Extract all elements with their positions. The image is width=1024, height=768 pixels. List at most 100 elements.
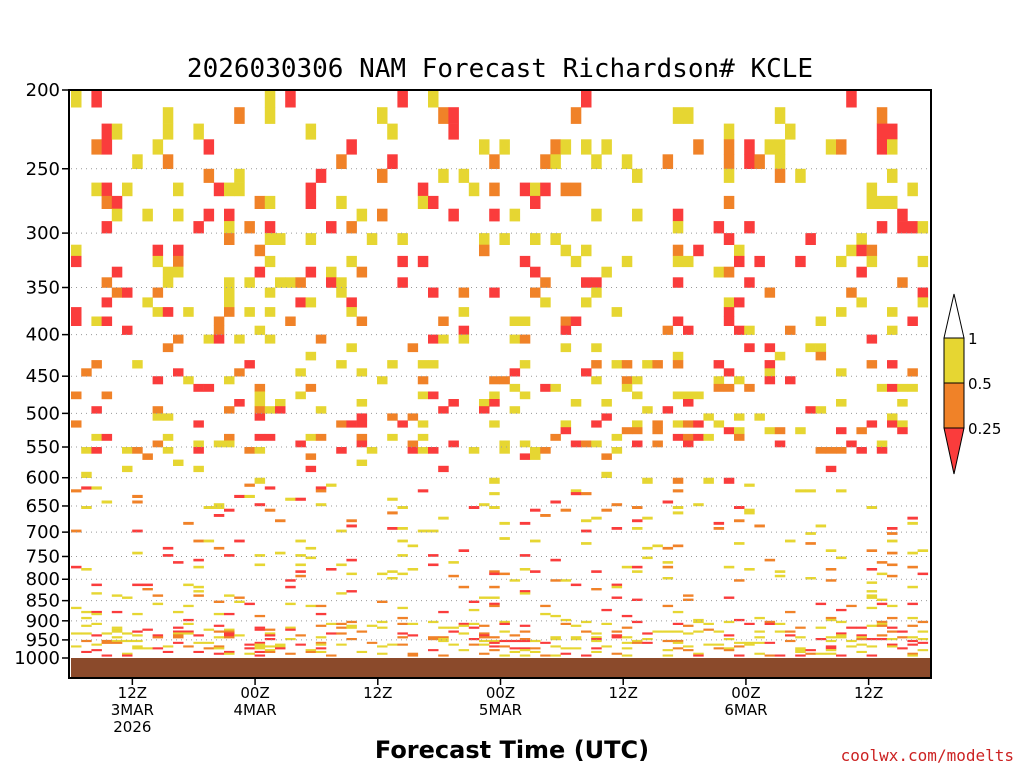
heat-cell [132,551,143,555]
heat-cell [672,647,684,650]
heat-cell [785,539,796,543]
heat-cell [234,334,245,344]
heat-cell [173,561,184,564]
heat-cell [152,636,164,639]
heat-cell [305,649,317,652]
heat-cell [764,620,776,624]
heat-cell [479,244,490,257]
legend-label: 0.5 [968,375,992,393]
heat-cell [244,360,255,369]
heat-cell [581,90,592,108]
heat-cell [581,492,592,496]
heat-cell [111,208,123,222]
heat-cell [713,630,725,633]
heat-cell [815,406,827,414]
heat-cell [81,624,92,627]
y-tick-label: 350 [26,277,60,298]
heat-cell [876,602,888,606]
heat-cell [795,489,806,493]
heat-cell [224,433,235,441]
heat-cell [703,628,714,631]
heat-cell [683,107,694,124]
heat-cell [254,244,266,257]
heat-cell [305,195,317,209]
heat-cell [744,383,755,392]
heat-cell [499,447,510,454]
heat-cell [662,500,674,504]
heat-cell [540,154,551,169]
heat-cell [876,139,888,155]
heat-cell [346,558,357,562]
heat-cell [224,652,235,655]
heat-cell [387,360,398,369]
heat-cell [703,643,714,646]
heat-cell [825,447,837,454]
heat-cell [866,654,878,657]
heat-cell [377,572,388,576]
heat-cell [907,565,918,569]
heat-cell [122,287,133,298]
heat-cell [581,368,592,377]
heat-cell [305,182,317,197]
heat-cell [672,630,684,633]
heat-cell [122,652,133,655]
heat-cell [907,516,918,520]
heat-cell [305,546,317,550]
heat-cell [397,506,408,509]
heat-cell [315,489,327,493]
heat-cell [611,634,623,637]
heat-cell [825,645,837,648]
heat-cell [254,447,266,454]
heat-cell [315,433,327,441]
heat-cell [866,581,878,584]
heat-cell [458,168,470,183]
heat-cell [581,630,592,633]
heat-cell [91,643,102,646]
heat-cell [764,427,776,435]
heat-cell [591,650,602,653]
heat-cell [917,638,929,641]
heat-cell [672,506,684,509]
heat-cell [723,139,735,155]
heat-cell [693,420,704,428]
heat-cell [203,628,215,631]
heat-cell [632,427,643,435]
heat-cell [417,195,429,209]
heat-cell [632,391,643,400]
heat-cell [479,624,490,627]
heat-cell [448,630,459,633]
site-credit[interactable]: coolwx.com/modelts [841,746,1014,765]
heat-cell [173,459,184,466]
heat-cell [224,594,235,597]
heat-cell [224,277,235,288]
heat-cell [356,399,368,407]
heat-cell [917,572,929,576]
heat-cell [458,624,470,627]
heat-cell [479,503,490,507]
heat-cell [438,636,449,639]
heat-cell [805,406,816,414]
heat-cell [723,154,735,169]
heat-cell [550,154,561,169]
heat-cell [764,558,776,562]
heat-cell [224,221,235,234]
heat-cell [448,440,459,448]
heat-cell [111,628,123,631]
heat-cell [71,90,82,108]
heat-cell [448,399,459,407]
heat-cell [162,307,174,317]
heat-cell [81,650,92,653]
heat-cell [162,413,174,421]
heat-cell [254,554,266,557]
heat-cell [519,255,531,268]
heat-cell [917,287,929,298]
heat-cell [275,277,286,288]
heat-cell [346,519,357,523]
heat-cell [530,287,541,298]
heat-cell [836,620,847,624]
heat-cell [672,277,684,288]
heat-cell [183,632,194,635]
heat-cell [662,639,674,643]
heat-cell [672,316,684,326]
heat-cell [244,447,255,454]
